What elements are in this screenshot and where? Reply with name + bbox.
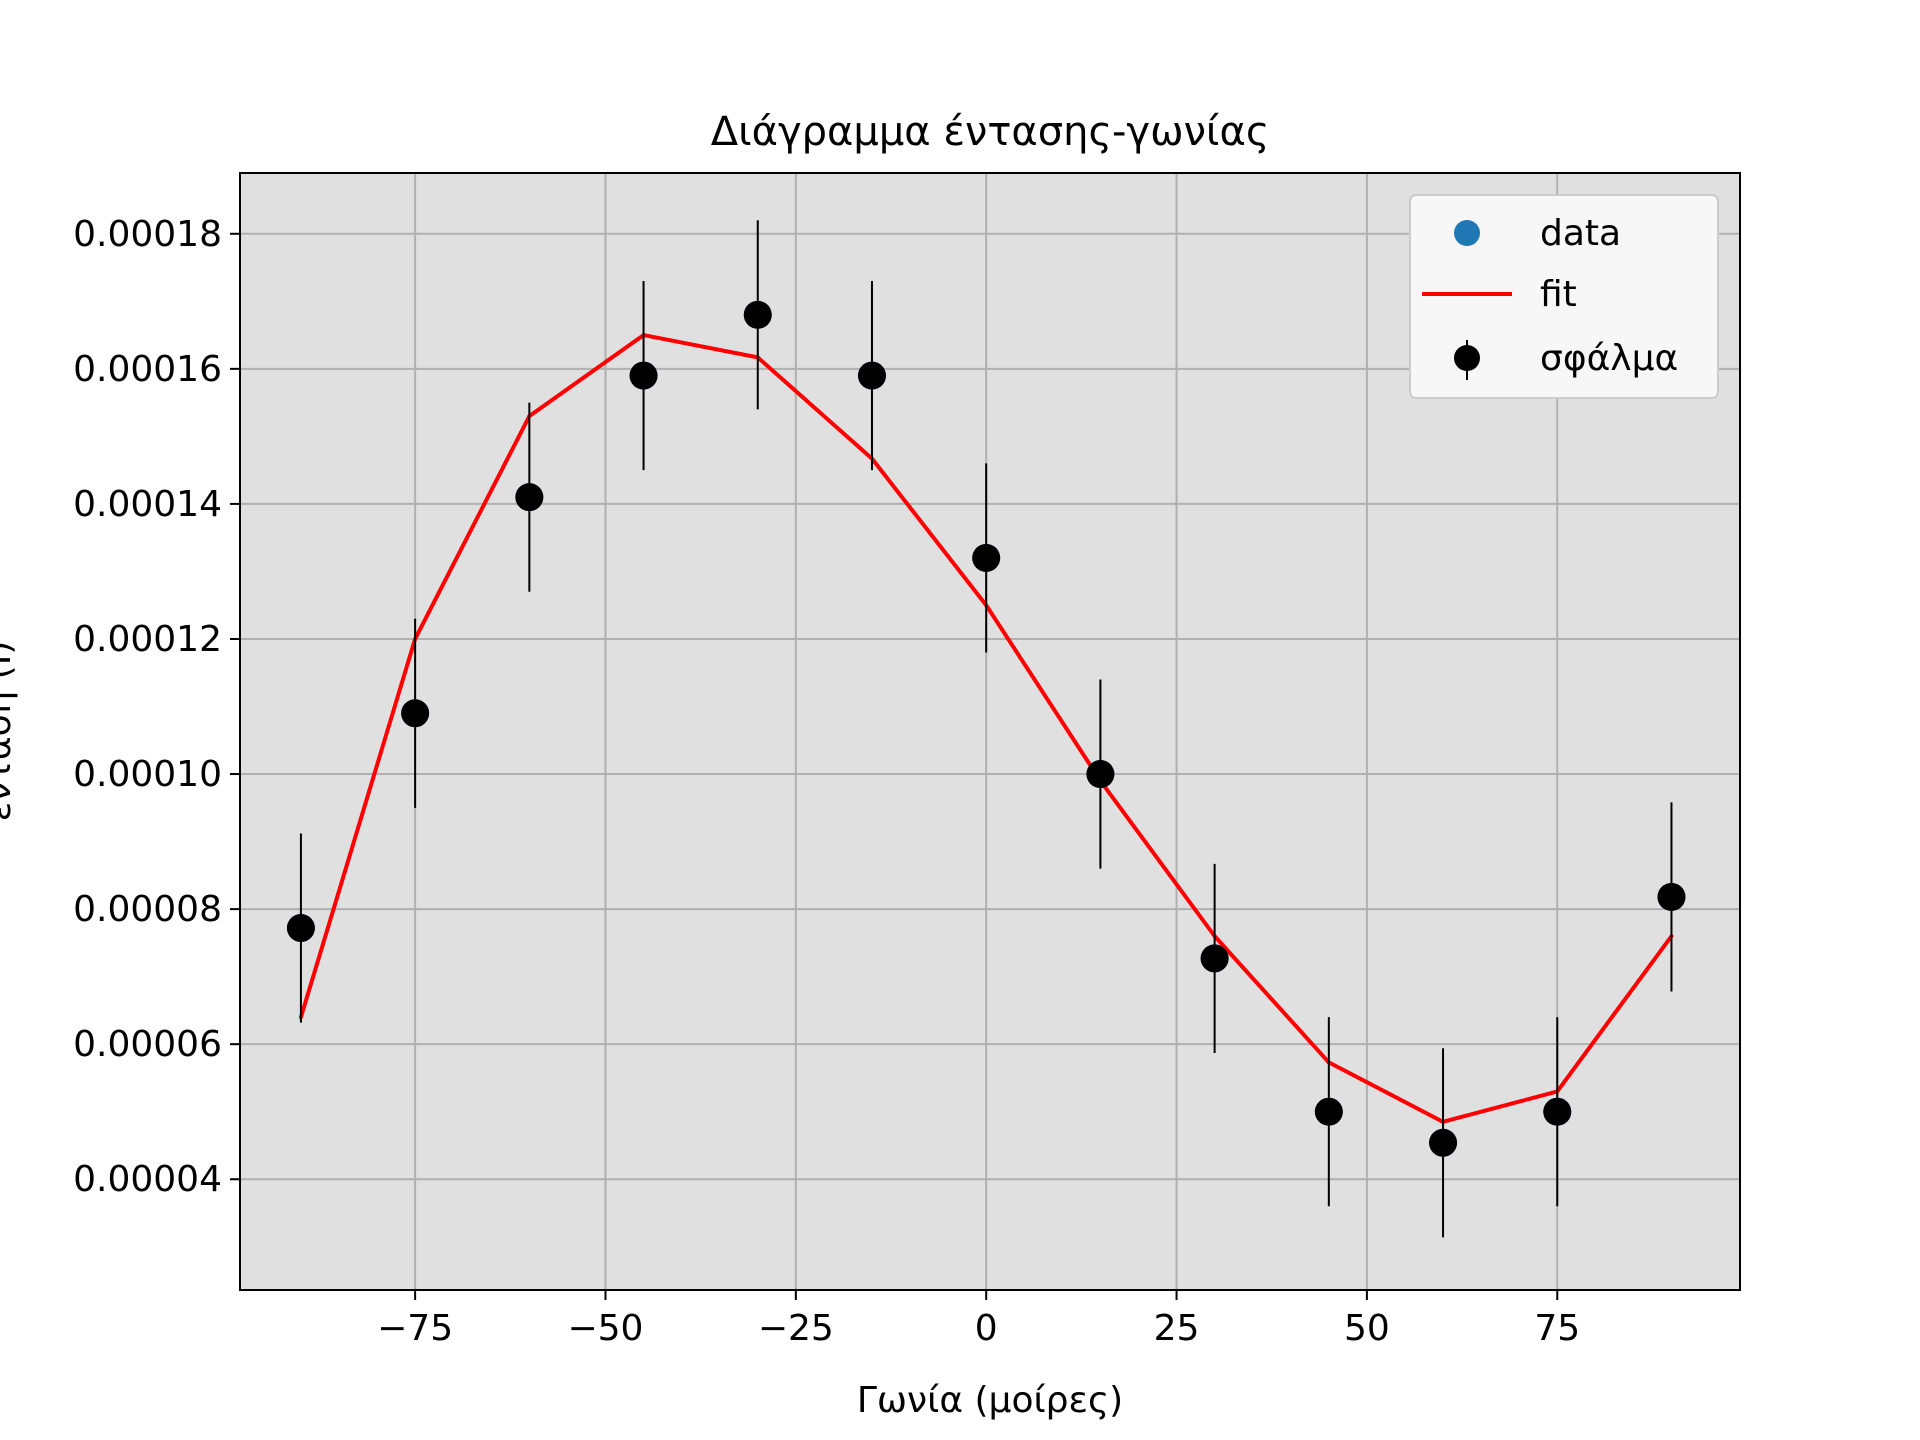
x-tick-label: −75 (377, 1308, 453, 1349)
y-tick-label: 0.00006 (73, 1024, 222, 1065)
fit-line-segment (641, 333, 760, 360)
fit-line-segment (413, 414, 532, 641)
x-tick-label: 0 (975, 1308, 998, 1349)
legend-box (1409, 194, 1719, 399)
fit-line-segment (1441, 1089, 1560, 1124)
y-tick-label: 0.00018 (73, 214, 222, 255)
x-tick-label: 75 (1534, 1308, 1580, 1349)
fit-line-segment (1098, 778, 1217, 939)
errorbar-point (1200, 944, 1229, 973)
errorbar-point (1657, 882, 1686, 911)
x-tick-label: 25 (1154, 1308, 1200, 1349)
x-tick-label: 50 (1344, 1308, 1390, 1349)
errorbar-point (1543, 1097, 1572, 1126)
ticks: −75 −50 −25 0 25 50 75 0.00004 0.00006 0.00008 0.0… (73, 214, 1580, 1349)
y-tick-label: 0.00012 (73, 619, 222, 660)
y-tick-label: 0.00008 (73, 889, 222, 930)
fit-line-segment (1555, 934, 1674, 1094)
y-tick-label: 0.00004 (73, 1159, 222, 1200)
errorbar-point (401, 699, 430, 728)
legend-data-marker (1454, 220, 1480, 246)
errorbar-point (286, 914, 315, 943)
fit-line-segment (527, 333, 646, 419)
fit-line-segment (984, 603, 1103, 783)
legend-label-error: σφάλμα (1540, 338, 1678, 379)
fit-line-segment (755, 355, 874, 461)
y-tick-label: 0.00016 (73, 349, 222, 390)
errorbar-point (1429, 1128, 1458, 1157)
y-tick-label: 0.00014 (73, 484, 222, 525)
legend-label-fit: fit (1540, 274, 1577, 315)
legend-label-data: data (1540, 213, 1621, 254)
data-points-layer (286, 300, 1686, 1157)
fit-line-layer (298, 333, 1674, 1124)
y-axis-label: ένταση (I) (0, 641, 19, 822)
y-tick-label: 0.00010 (73, 754, 222, 795)
legend-errorbar-marker (1454, 345, 1480, 371)
x-axis-label: Γωνία (μοίρες) (857, 1380, 1123, 1421)
errorbar-point (743, 300, 772, 329)
fit-line-segment (1326, 1060, 1446, 1124)
errorbar-point (857, 361, 886, 390)
x-tick-label: −25 (758, 1308, 834, 1349)
plot-frame (239, 172, 1741, 1291)
errorbar-point (1314, 1097, 1343, 1126)
errorbar-point (972, 543, 1001, 572)
errorbar-point (1086, 760, 1115, 789)
chart-title: Διάγραμμα έντασης-γωνίας (711, 109, 1270, 155)
legend: data fit σφάλμα (1409, 194, 1719, 399)
fit-line-segment (298, 636, 418, 1020)
errorbar-point (629, 361, 658, 390)
fit-line-segment (1212, 934, 1331, 1065)
fit-line-segment (869, 456, 989, 608)
x-tick-label: −50 (567, 1308, 643, 1349)
errorbar-point (515, 483, 544, 512)
